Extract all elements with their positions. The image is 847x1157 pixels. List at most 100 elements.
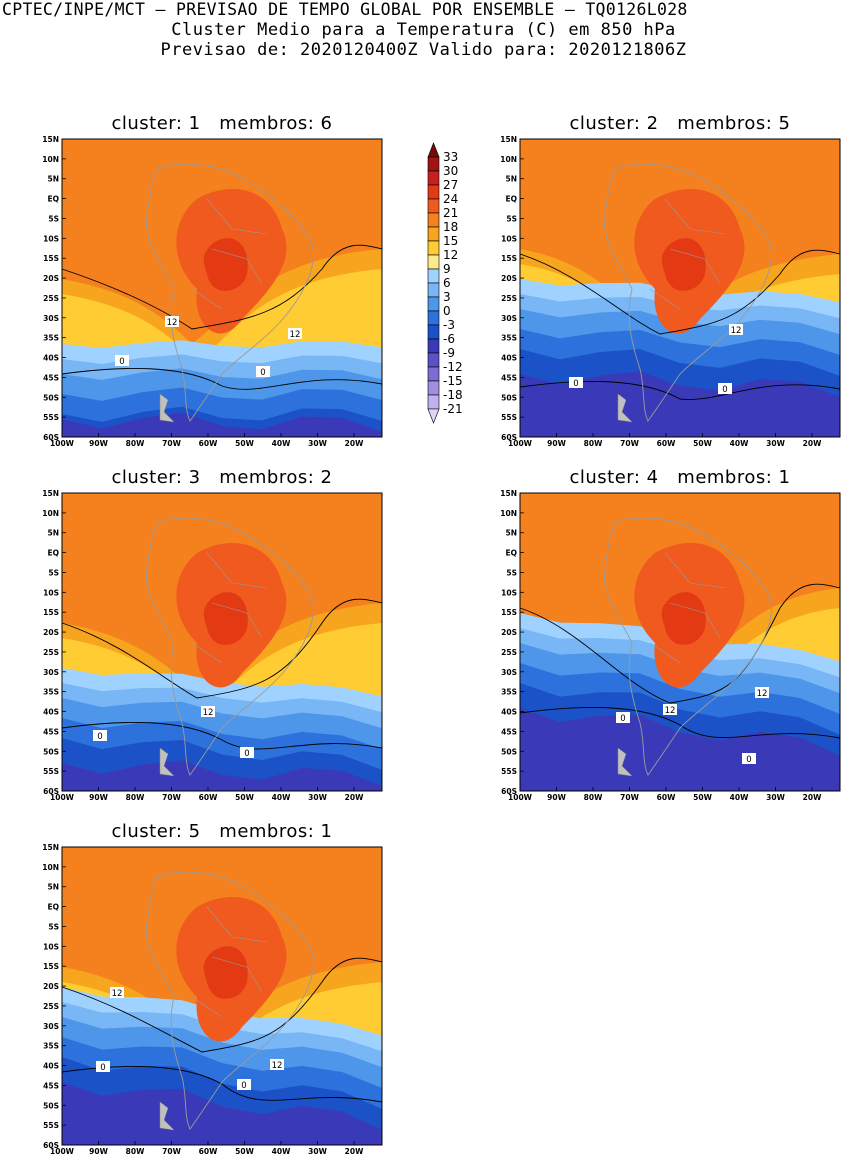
lon-tick-label: 20W	[345, 1147, 364, 1156]
lat-tick-label: 5N	[48, 883, 60, 892]
country-borders	[191, 552, 268, 664]
lon-tick-label: 100W	[50, 1147, 75, 1156]
svg-text:12: 12	[665, 706, 676, 716]
contour-label: 0	[93, 730, 107, 742]
lat-tick-label: 5S	[48, 568, 59, 577]
lat-tick-label: 5N	[48, 529, 60, 538]
temperature-map-cluster-1: 12 12 0 0 15N 10N 5N EQ 5S 10S 15S 20S 25S 30S 35S 40S 4…	[42, 135, 383, 448]
lon-tick-label: 60W	[199, 439, 218, 448]
colorbar-label: 0	[443, 304, 451, 318]
lon-tick-label: 90W	[89, 793, 108, 802]
lat-tick-label: 15N	[500, 489, 517, 498]
panel-5-title: cluster: 5 membros: 1	[111, 821, 333, 842]
colorbar-swatch	[427, 254, 440, 270]
coastline	[145, 517, 314, 776]
temperature-map-cluster-3: 12 0 0 15N 10N 5N EQ 5S 10S 15S 20S 25S 30S 35S 40S 45S…	[42, 489, 383, 802]
colorbar-swatch	[427, 366, 440, 382]
lat-tick-label: EQ	[506, 549, 518, 558]
lon-tick-label: 60W	[199, 793, 218, 802]
country-borders	[649, 198, 726, 310]
contour-12c	[519, 249, 841, 335]
header-line-3: Previsao de: 2020120400Z Valido para: 20…	[160, 40, 687, 60]
lat-tick-label: 25S	[501, 294, 517, 303]
lat-tick-label: 15N	[42, 843, 59, 852]
lat-tick-label: 15S	[43, 608, 59, 617]
lat-tick-label: 10N	[500, 509, 517, 518]
lat-tick-label: 40S	[43, 354, 59, 363]
lat-tick-label: 30S	[43, 314, 59, 323]
lat-tick-label: 55S	[501, 767, 517, 776]
lon-tick-label: 100W	[508, 793, 533, 802]
map-frame	[61, 138, 383, 438]
lat-tick-label: 25S	[43, 1002, 59, 1011]
lat-tick-label: 20S	[501, 274, 517, 283]
lat-tick-label: 60S	[43, 433, 59, 442]
colorbar-label: 9	[443, 262, 451, 276]
lat-tick-label: 50S	[501, 747, 517, 756]
lat-tick-label: 20S	[43, 274, 59, 283]
colorbar-swatch	[427, 184, 440, 200]
lat-tick-label: 55S	[501, 413, 517, 422]
contour-0c	[61, 368, 383, 390]
contour-label: 0	[718, 383, 732, 395]
lat-tick-label: 40S	[501, 708, 517, 717]
lat-tick-label: 60S	[43, 1141, 59, 1150]
colorbar-swatch	[427, 310, 440, 326]
contour-12c	[61, 598, 383, 699]
lat-tick-label: 5S	[506, 568, 517, 577]
lat-tick-label: 10S	[43, 234, 59, 243]
lon-tick-label: 70W	[620, 793, 639, 802]
panel-4-title: cluster: 4 membros: 1	[569, 467, 791, 488]
lat-tick-label: 40S	[43, 708, 59, 717]
contour-label: 0	[256, 366, 270, 378]
svg-text:0: 0	[620, 714, 625, 724]
contour-12c	[519, 583, 841, 704]
lat-tick-label: 20S	[43, 982, 59, 991]
colorbar-label: 27	[443, 178, 458, 192]
lat-tick-label: 15S	[501, 608, 517, 617]
patagonia-mountains	[159, 1101, 175, 1131]
country-borders	[191, 198, 268, 310]
temperature-map-cluster-2: 12 0 0 15N 10N 5N EQ 5S 10S 15S 20S 25S 30S 35S 40S 45S…	[500, 135, 841, 448]
lat-tick-label: EQ	[48, 549, 60, 558]
lat-tick-label: 60S	[501, 787, 517, 796]
contour-0c	[519, 707, 841, 739]
contour-label: 12	[270, 1059, 284, 1071]
colorbar-swatch	[427, 338, 440, 354]
svg-text:0: 0	[722, 385, 727, 395]
patagonia-mountains	[617, 393, 633, 423]
colorbar-label: -3	[443, 318, 455, 332]
temperature-map-cluster-5: 12 12 0 0 15N 10N 5N EQ 5S 10S 15S 20S 25S 30S 35S 40S 4…	[42, 843, 383, 1156]
lon-tick-label: 50W	[235, 1147, 254, 1156]
colorbar-bottom-arrow	[427, 408, 440, 424]
colorbar-label: 3	[443, 290, 451, 304]
colorbar-swatch	[427, 198, 440, 214]
panel-1-title: cluster: 1 membros: 6	[111, 113, 333, 134]
lat-tick-label: 10S	[43, 942, 59, 951]
lat-tick-label: 15S	[501, 254, 517, 263]
colorbar-swatch	[427, 156, 440, 172]
lon-tick-label: 40W	[272, 1147, 291, 1156]
lon-tick-label: 80W	[126, 439, 145, 448]
map-frame	[519, 138, 841, 438]
contour-0c	[61, 1066, 383, 1103]
lat-tick-label: 15N	[500, 135, 517, 144]
lat-tick-label: EQ	[48, 195, 60, 204]
svg-text:12: 12	[112, 989, 123, 999]
country-borders	[191, 906, 268, 1018]
lat-tick-label: 10N	[42, 509, 59, 518]
lat-tick-label: 5N	[506, 529, 518, 538]
colorbar-swatch	[427, 352, 440, 368]
lat-tick-label: 15S	[43, 254, 59, 263]
map-frame	[61, 492, 383, 792]
svg-text:0: 0	[244, 749, 249, 759]
lat-tick-label: 45S	[43, 373, 59, 382]
colorbar-label: 18	[443, 220, 458, 234]
colorbar-label: 12	[443, 248, 458, 262]
contour-label: 12	[201, 706, 215, 718]
lon-tick-label: 30W	[766, 793, 785, 802]
colorbar-label: 24	[443, 192, 458, 206]
lon-tick-label: 40W	[272, 439, 291, 448]
header-line-1: CPTEC/INPE/MCT — PREVISAO DE TEMPO GLOBA…	[2, 0, 688, 19]
